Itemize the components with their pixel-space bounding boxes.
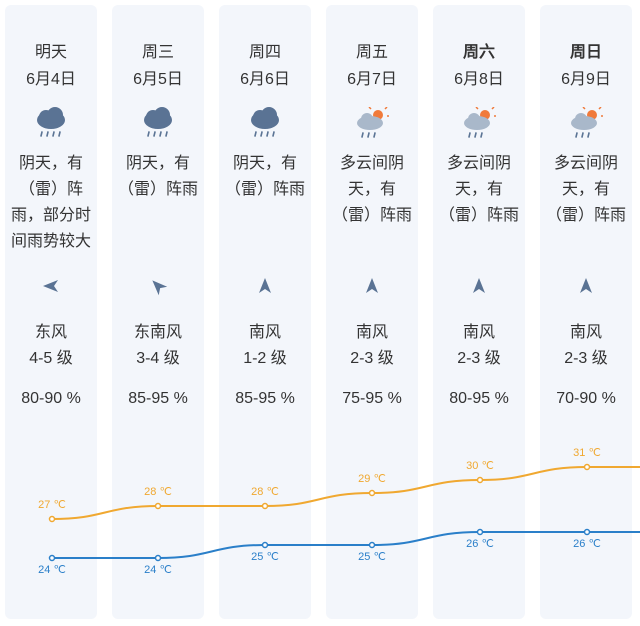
weather-description: 多云间阴天，有（雷）阵雨 xyxy=(546,155,627,224)
weather-description: 多云间阴天，有（雷）阵雨 xyxy=(332,155,413,224)
day-date: 6月6日 xyxy=(240,71,290,88)
day-column-3: 周四 6月6日 阴天，有（雷）阵雨 南风 1-2 级 85-95 % xyxy=(219,5,311,619)
thunder-rain-icon xyxy=(144,107,172,137)
humidity: 70-90 % xyxy=(556,390,616,407)
wind-direction: 南风 xyxy=(355,324,388,341)
weather-description: 阴天，有（雷）阵雨，部分时间雨势较大 xyxy=(11,155,92,250)
wind-direction: 东南风 xyxy=(133,324,182,341)
wind-level: 2-3 级 xyxy=(564,350,608,367)
day-label: 周三 xyxy=(141,44,174,61)
wind-direction-arrow-icon xyxy=(473,278,485,293)
day-date: 6月9日 xyxy=(561,71,611,88)
wind-direction: 南风 xyxy=(569,324,602,341)
day-column-4: 周五 6月7日 多云间阴天，有（雷）阵雨 南风 2-3 级 75-95 % xyxy=(326,5,418,619)
wind-level: 3-4 级 xyxy=(136,350,180,367)
wind-level: 4-5 级 xyxy=(29,350,73,367)
day-label: 周六 xyxy=(462,44,495,61)
thunder-rain-icon xyxy=(37,107,65,137)
humidity: 80-90 % xyxy=(21,390,81,407)
wind-direction-arrow-icon xyxy=(366,278,378,293)
day-column-1: 明天 6月4日 阴天，有（雷）阵雨，部分时间雨势较大 东风 4-5 级 80-9… xyxy=(5,5,97,619)
day-date: 6月8日 xyxy=(454,71,504,88)
partly-cloudy-thunder-rain-icon xyxy=(357,107,389,138)
day-label: 明天 xyxy=(34,44,67,61)
thunder-rain-icon xyxy=(251,107,279,137)
wind-direction-arrow-icon xyxy=(152,280,168,296)
weather-description: 多云间阴天，有（雷）阵雨 xyxy=(439,155,520,224)
day-label: 周四 xyxy=(248,44,281,61)
humidity: 85-95 % xyxy=(235,390,295,407)
day-column-2: 周三 6月5日 阴天，有（雷）阵雨 东南风 3-4 级 85-95 % xyxy=(112,5,204,619)
wind-direction: 东风 xyxy=(34,324,67,341)
partly-cloudy-thunder-rain-icon xyxy=(571,107,603,138)
day-date: 6月5日 xyxy=(133,71,183,88)
humidity: 80-95 % xyxy=(449,390,509,407)
wind-level: 2-3 级 xyxy=(457,350,501,367)
weather-description: 阴天，有（雷）阵雨 xyxy=(225,155,306,198)
wind-direction: 南风 xyxy=(462,324,495,341)
humidity: 75-95 % xyxy=(342,390,402,407)
humidity: 85-95 % xyxy=(128,390,188,407)
wind-direction-arrow-icon xyxy=(259,278,271,293)
wind-direction: 南风 xyxy=(248,324,281,341)
partly-cloudy-thunder-rain-icon xyxy=(464,107,496,138)
wind-level: 2-3 级 xyxy=(350,350,394,367)
wind-level: 1-2 级 xyxy=(243,350,287,367)
wind-direction-arrow-icon xyxy=(43,280,58,292)
day-label: 周五 xyxy=(355,44,388,61)
day-column-5: 周六 6月8日 多云间阴天，有（雷）阵雨 南风 2-3 级 80-95 % xyxy=(433,5,525,619)
wind-direction-arrow-icon xyxy=(580,278,592,293)
weather-description: 阴天，有（雷）阵雨 xyxy=(118,155,199,198)
day-date: 6月4日 xyxy=(26,71,76,88)
day-column-6: 周日 6月9日 多云间阴天，有（雷）阵雨 南风 2-3 级 70-90 % xyxy=(540,5,632,619)
day-date: 6月7日 xyxy=(347,71,397,88)
day-label: 周日 xyxy=(569,44,602,61)
